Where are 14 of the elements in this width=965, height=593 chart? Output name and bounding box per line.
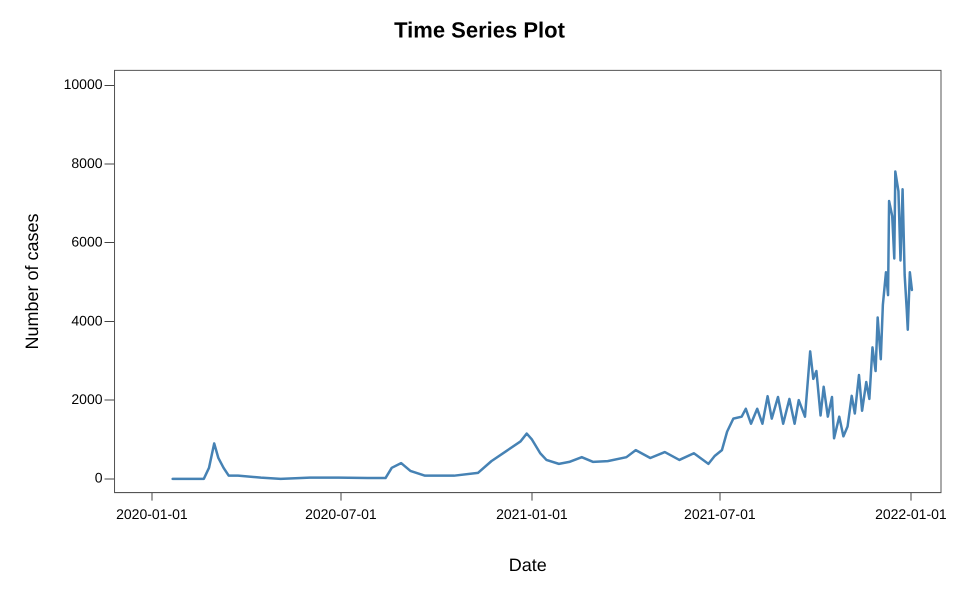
x-tick-label: 2020-01-01: [116, 506, 188, 522]
y-tick-label: 10000: [64, 76, 103, 92]
y-tick-label: 6000: [71, 234, 103, 250]
x-tick-label: 2021-07-01: [684, 506, 756, 522]
y-tick-label: 4000: [71, 312, 103, 328]
x-tick-label: 2022-01-01: [875, 506, 947, 522]
y-tick-label: 0: [94, 470, 103, 486]
x-axis-title: Date: [508, 555, 547, 576]
x-tick-label: 2021-01-01: [496, 506, 568, 522]
y-axis-title: Number of cases: [22, 213, 42, 350]
y-tick-label: 2000: [71, 390, 103, 407]
chart-title: Time Series Plot: [394, 17, 566, 42]
x-tick-label: 2020-07-01: [305, 506, 377, 522]
y-tick-label: 8000: [71, 154, 103, 171]
